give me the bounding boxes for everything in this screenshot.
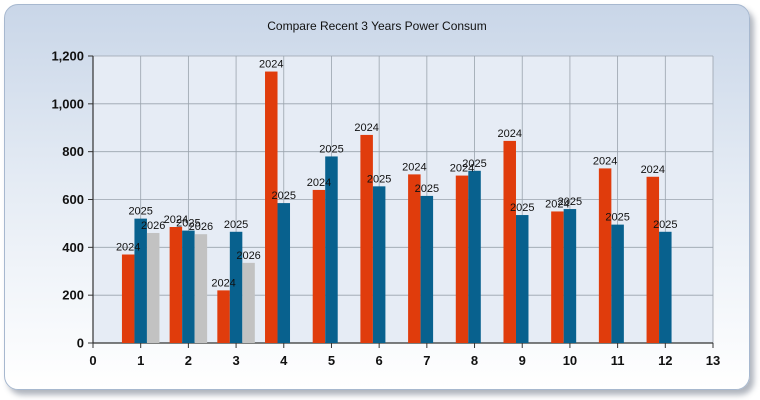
bar-2025 bbox=[468, 170, 481, 343]
bar-2026 bbox=[242, 262, 255, 343]
bar-2025 bbox=[325, 156, 338, 343]
data-label-2025: 2025 bbox=[367, 173, 391, 185]
x-tick-label: 2 bbox=[185, 353, 192, 368]
data-label-2024: 2024 bbox=[259, 59, 283, 71]
data-label-2025: 2025 bbox=[558, 196, 582, 208]
x-tick-label: 4 bbox=[280, 353, 288, 368]
data-label-2025: 2025 bbox=[653, 219, 677, 231]
y-tick-label: 200 bbox=[62, 288, 84, 303]
bar-2025 bbox=[372, 186, 386, 343]
data-label-2025: 2025 bbox=[224, 219, 248, 231]
y-tick-label: 0 bbox=[77, 336, 84, 351]
bar-2024 bbox=[408, 174, 421, 343]
chart-title: Compare Recent 3 Years Power Consum bbox=[267, 19, 487, 33]
x-tick-label: 5 bbox=[328, 353, 335, 368]
bar-2024 bbox=[503, 140, 516, 343]
data-label-2024: 2024 bbox=[641, 164, 665, 176]
data-label-2025: 2025 bbox=[415, 183, 439, 195]
bar-2025 bbox=[277, 203, 291, 343]
data-label-2024: 2024 bbox=[450, 163, 474, 175]
data-label-2024: 2024 bbox=[307, 177, 331, 189]
bar-2024 bbox=[217, 290, 230, 343]
x-tick-label: 12 bbox=[658, 353, 672, 368]
data-label-2025: 2025 bbox=[272, 190, 296, 202]
bar-2025 bbox=[229, 231, 243, 343]
x-tick-label: 8 bbox=[471, 353, 478, 368]
bar-2025 bbox=[611, 224, 624, 343]
x-tick-label: 9 bbox=[519, 353, 526, 368]
data-label-2024: 2024 bbox=[497, 128, 521, 140]
data-label-2026: 2026 bbox=[141, 220, 165, 232]
y-tick-label: 800 bbox=[62, 144, 84, 159]
data-label-2025: 2025 bbox=[128, 206, 152, 218]
bar-2024 bbox=[551, 211, 564, 343]
bar-2024 bbox=[121, 254, 135, 343]
bar-2024 bbox=[598, 168, 612, 343]
data-label-2024: 2024 bbox=[545, 198, 569, 210]
bar-2026 bbox=[146, 232, 160, 343]
y-tick-label: 400 bbox=[62, 240, 84, 255]
data-label-2025: 2025 bbox=[510, 202, 534, 214]
bar-2024 bbox=[265, 71, 278, 343]
x-tick-label: 13 bbox=[706, 353, 720, 368]
bar-2024 bbox=[312, 189, 326, 343]
bar-2025 bbox=[182, 230, 195, 343]
bar-2026 bbox=[194, 234, 208, 343]
data-label-2024: 2024 bbox=[354, 122, 378, 134]
x-tick-label: 3 bbox=[232, 353, 239, 368]
x-tick-label: 1 bbox=[137, 353, 144, 368]
bar-2025 bbox=[659, 231, 672, 343]
data-label-2024: 2024 bbox=[164, 214, 188, 226]
data-label-2026: 2026 bbox=[189, 221, 213, 233]
x-tick-label: 6 bbox=[376, 353, 383, 368]
data-label-2024: 2024 bbox=[402, 161, 426, 173]
y-tick-label: 1,200 bbox=[51, 49, 84, 64]
data-label-2024: 2024 bbox=[593, 155, 617, 167]
data-label-2025: 2025 bbox=[462, 158, 486, 170]
y-tick-label: 600 bbox=[62, 192, 84, 207]
data-label-2025: 2025 bbox=[176, 218, 200, 230]
data-label-2024: 2024 bbox=[116, 242, 140, 254]
data-label-2025: 2025 bbox=[605, 212, 629, 224]
bar-2025 bbox=[515, 215, 529, 343]
bar-2024 bbox=[169, 227, 183, 343]
bar-2025 bbox=[563, 209, 577, 343]
data-label-2025: 2025 bbox=[319, 143, 343, 155]
y-tick-label: 1,000 bbox=[51, 96, 84, 111]
x-tick-label: 10 bbox=[563, 353, 577, 368]
x-tick-label: 7 bbox=[423, 353, 430, 368]
data-label-2026: 2026 bbox=[236, 250, 260, 262]
bar-2025 bbox=[420, 195, 434, 343]
bar-2024 bbox=[455, 175, 469, 343]
bar-2024 bbox=[646, 176, 660, 343]
x-tick-label: 0 bbox=[89, 353, 96, 368]
bar-2024 bbox=[360, 134, 373, 343]
data-label-2024: 2024 bbox=[211, 277, 235, 289]
x-tick-label: 11 bbox=[611, 353, 625, 368]
bar-2025 bbox=[134, 218, 147, 343]
